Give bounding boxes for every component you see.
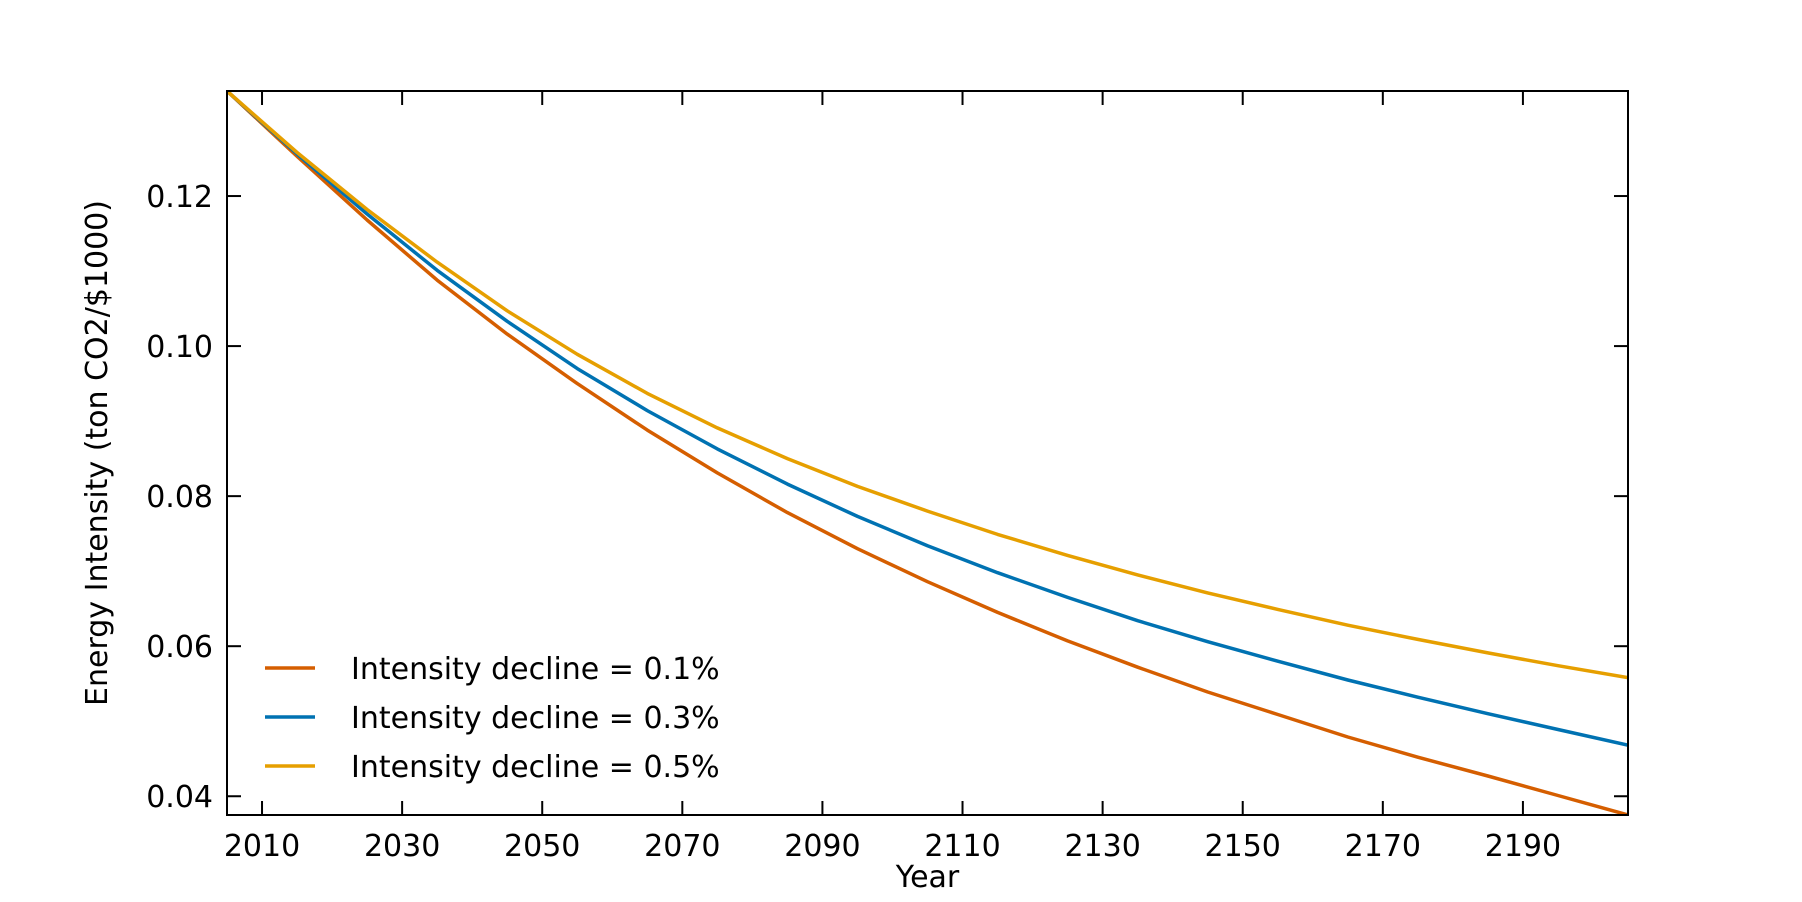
series-line-1 (227, 91, 1628, 815)
legend-item-2: Intensity decline = 0.3% (265, 701, 720, 736)
series-layer (227, 91, 1628, 815)
legend-item-1: Intensity decline = 0.1% (265, 652, 720, 687)
x-tick-label: 2010 (224, 829, 300, 864)
y-axis-label: Energy Intensity (ton CO2/$1000) (80, 200, 115, 706)
tick-labels-layer: 2010 2030 2050 2070 2090 2110 2130 2150 2170 2190… (146, 180, 1561, 864)
x-tick-label: 2030 (364, 829, 440, 864)
x-tick-label: 2130 (1064, 829, 1140, 864)
ticks-layer (227, 91, 1628, 815)
y-tick-label: 0.08 (146, 480, 213, 515)
y-tick-label: 0.10 (146, 330, 213, 365)
x-tick-label: 2050 (504, 829, 580, 864)
y-tick-label: 0.12 (146, 180, 213, 215)
x-tick-label: 2150 (1205, 829, 1281, 864)
legend: Intensity decline = 0.1% Intensity declin… (265, 652, 720, 785)
x-tick-label: 2170 (1345, 829, 1421, 864)
legend-label: Intensity decline = 0.3% (351, 701, 720, 736)
x-axis-label: Year (895, 860, 960, 895)
series-line-3 (227, 91, 1628, 680)
series-line-2 (227, 91, 1628, 747)
legend-label: Intensity decline = 0.5% (351, 750, 720, 785)
plot-frame (226, 90, 1629, 816)
x-tick-label: 2090 (784, 829, 860, 864)
y-tick-label: 0.04 (146, 780, 213, 815)
x-tick-label: 2070 (644, 829, 720, 864)
y-tick-label: 0.06 (146, 630, 213, 665)
legend-item-3: Intensity decline = 0.5% (265, 750, 720, 785)
x-tick-label: 2110 (924, 829, 1000, 864)
x-tick-label: 2190 (1485, 829, 1561, 864)
legend-label: Intensity decline = 0.1% (351, 652, 720, 687)
